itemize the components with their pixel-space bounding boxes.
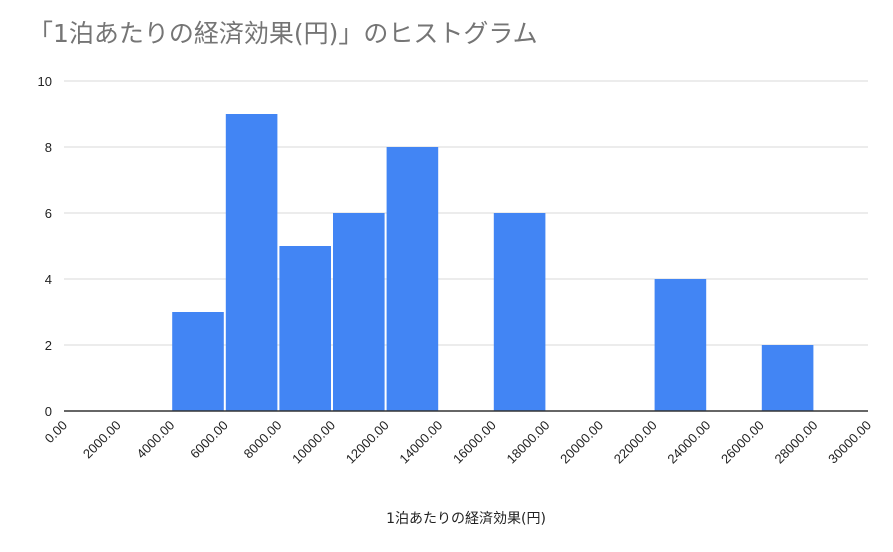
x-tick-label: 22000.00 [611, 418, 660, 467]
y-tick-labels: 0 2 4 6 8 10 [38, 74, 52, 419]
y-tick-label: 4 [45, 272, 52, 287]
x-tick-label: 24000.00 [664, 418, 713, 467]
x-tick-label: 6000.00 [187, 418, 231, 462]
y-tick-label: 0 [45, 404, 52, 419]
x-tick-label: 28000.00 [772, 418, 821, 467]
x-tick-label: 0.00 [42, 418, 71, 447]
x-tick-label: 12000.00 [343, 418, 392, 467]
histogram-bar [333, 213, 385, 411]
x-tick-label: 18000.00 [504, 418, 553, 467]
histogram-bar [493, 213, 546, 411]
x-tick-label: 2000.00 [80, 418, 124, 462]
bars [172, 114, 814, 411]
x-tick-labels: 0.00 2000.00 4000.00 6000.00 8000.00 10000.00… [42, 418, 875, 467]
x-tick-label: 4000.00 [133, 418, 177, 462]
x-tick-label: 30000.00 [825, 418, 874, 467]
x-tick-label: 8000.00 [241, 418, 285, 462]
x-axis-title: 1泊あたりの経済効果(円) [386, 511, 546, 527]
gridlines [64, 80, 868, 346]
y-tick-label: 8 [45, 140, 52, 155]
histogram-bar [761, 345, 814, 411]
chart-title: 「1泊あたりの経済効果(円)」のヒストグラム [28, 19, 538, 48]
histogram-bar [279, 246, 331, 411]
y-tick-label: 2 [45, 338, 52, 353]
x-tick-label: 16000.00 [450, 418, 499, 467]
histogram-bar [172, 312, 224, 411]
histogram-bar [225, 114, 278, 411]
histogram-bar [654, 279, 707, 411]
x-tick-label: 20000.00 [557, 418, 606, 467]
y-tick-label: 6 [45, 206, 52, 221]
x-tick-label: 14000.00 [396, 418, 445, 467]
histogram-bar [386, 147, 439, 411]
y-tick-label: 10 [38, 74, 52, 89]
x-tick-label: 26000.00 [718, 418, 767, 467]
x-tick-label: 10000.00 [289, 418, 338, 467]
